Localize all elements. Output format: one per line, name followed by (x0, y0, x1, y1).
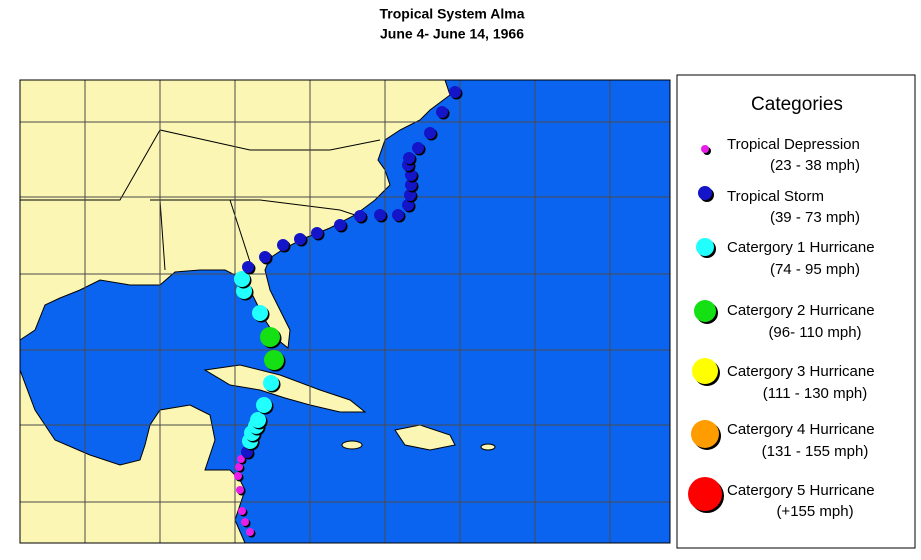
track-point (354, 210, 366, 222)
state-borders (20, 129, 381, 201)
jamaica (341, 440, 363, 450)
legend-swatch (691, 420, 719, 448)
track-point (235, 463, 243, 471)
track-point (234, 271, 250, 287)
track-point (264, 350, 284, 370)
storm-track (234, 86, 463, 538)
state-borders (150, 199, 356, 216)
map-frame (19, 79, 671, 544)
track-point (234, 472, 242, 480)
track-point (256, 397, 272, 413)
legend-range: (111 - 130 mph) (763, 385, 868, 402)
track-point (436, 106, 448, 118)
legend-range: (+155 mph) (776, 503, 853, 520)
legend-range: (23 - 38 mph) (770, 157, 860, 174)
track-point (246, 528, 254, 536)
state-borders (229, 199, 251, 263)
legend-swatch (692, 358, 718, 384)
legend-range: (96- 110 mph) (768, 324, 861, 341)
legend-swatch (696, 238, 714, 256)
track-point (374, 209, 386, 221)
legend-range: (39 - 73 mph) (770, 209, 860, 226)
track-point (449, 86, 461, 98)
cuba (203, 364, 367, 413)
legend-swatch (688, 477, 722, 511)
legend-label: Catergory 4 Hurricane (727, 421, 875, 438)
legend-swatch (694, 300, 716, 322)
legend-range: (74 - 95 mph) (770, 261, 860, 278)
track-point (236, 486, 244, 494)
legend-label: Tropical Storm (727, 188, 824, 205)
puerto-rico (480, 443, 496, 451)
track-point (252, 305, 268, 321)
track-point (242, 261, 254, 273)
track-point (424, 127, 436, 139)
legend-range: (131 - 155 mph) (762, 443, 869, 460)
track-point (311, 227, 323, 239)
track-point (238, 507, 246, 515)
legend-swatch (698, 186, 712, 200)
track-point (403, 152, 415, 164)
subtitle: June 4- June 14, 1966 (380, 26, 524, 42)
track-point (412, 142, 424, 154)
title: Tropical System Alma (380, 6, 525, 22)
track-point (334, 219, 346, 231)
track-point (259, 251, 271, 263)
mexico-central-america (19, 369, 246, 544)
track-point (237, 455, 245, 463)
legend-label: Catergory 5 Hurricane (727, 482, 875, 499)
track-point (294, 233, 306, 245)
legend-label: Catergory 3 Hurricane (727, 363, 875, 380)
map (19, 79, 671, 544)
graticule (20, 80, 670, 543)
state-borders (159, 199, 166, 271)
track-point (241, 518, 249, 526)
legend-title: Categories (751, 94, 843, 115)
track-point (260, 327, 280, 347)
legend-label: Tropical Depression (727, 136, 860, 153)
legend-swatch (701, 145, 709, 153)
legend: Tropical Depression (23 - 38 mph) Tropical… (688, 136, 875, 520)
track-point (392, 209, 404, 221)
track-point (263, 375, 279, 391)
legend-label: Catergory 1 Hurricane (727, 239, 875, 256)
track-point (250, 412, 266, 428)
track-point (277, 239, 289, 251)
legend-label: Catergory 2 Hurricane (727, 302, 875, 319)
